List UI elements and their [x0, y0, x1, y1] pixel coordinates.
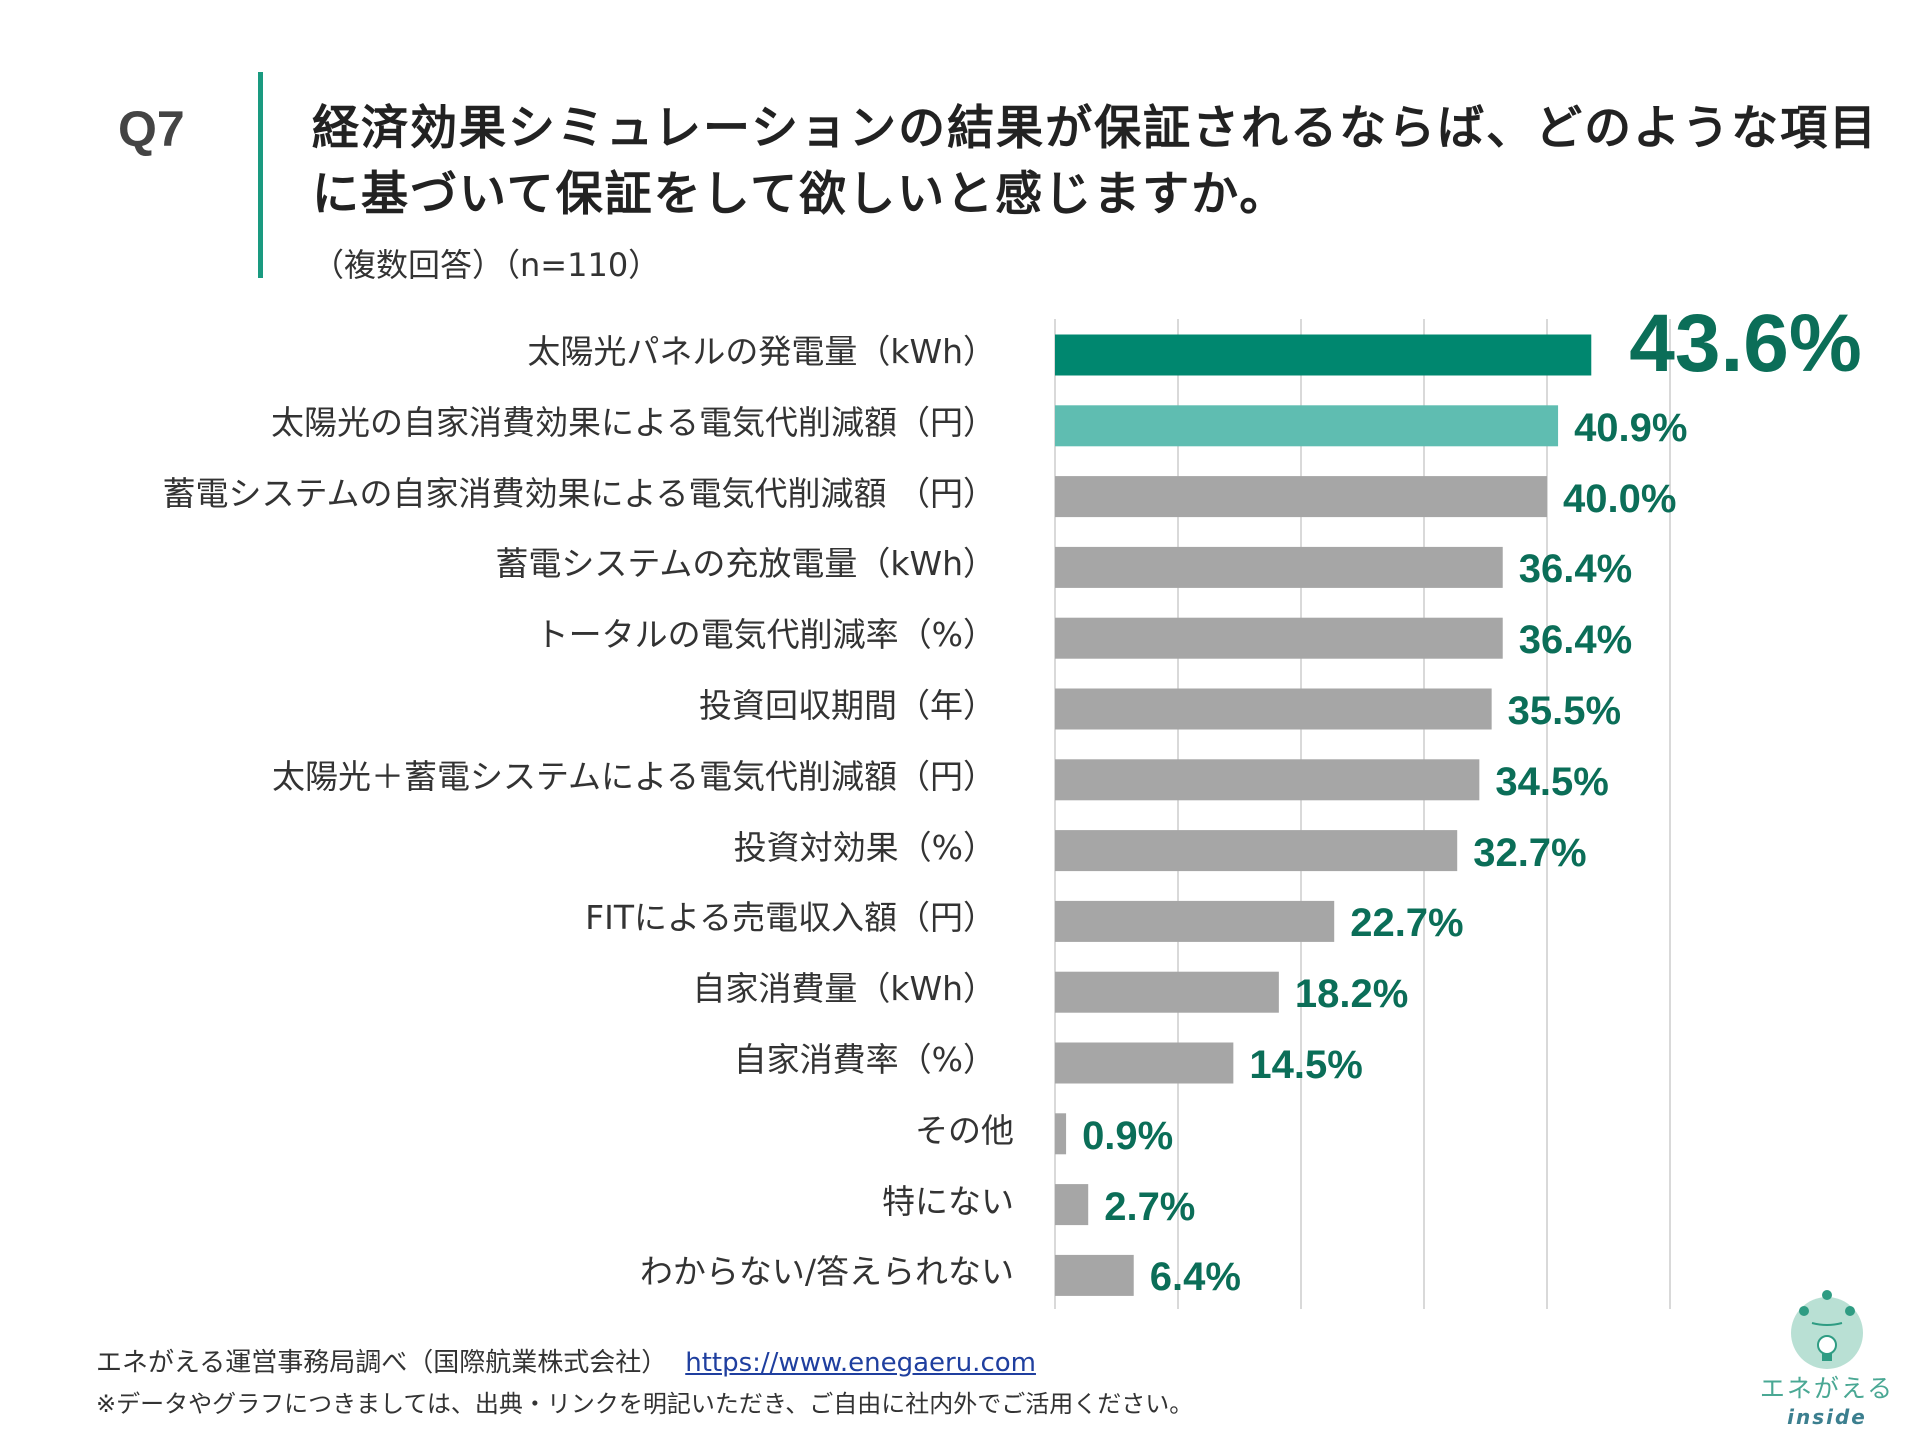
bar	[1055, 1042, 1234, 1084]
value-label: 6.4%	[1149, 1255, 1241, 1300]
bar	[1055, 334, 1592, 376]
bar-chart: 太陽光パネルの発電量（kWh） 43.6% 太陽光の自家消費効果による電気代削減額（…	[162, 298, 1862, 1309]
bar	[1055, 1254, 1134, 1296]
category-label: 蓄電システムの自家消費効果による電気代削減額 （円）	[162, 473, 996, 513]
value-label: 18.2%	[1294, 972, 1409, 1017]
source-link[interactable]: https://www.enegaeru.com	[685, 1348, 1036, 1378]
category-label: 特にない	[882, 1181, 1014, 1221]
usage-note: ※データやグラフにつきましては、出典・リンクを明記いただき、ご自由に社内外でご活…	[96, 1390, 1194, 1418]
bar	[1055, 900, 1335, 942]
bar	[1055, 1113, 1067, 1155]
category-label: その他	[915, 1110, 1014, 1150]
value-label: 2.7%	[1104, 1184, 1196, 1229]
chart-svg	[1054, 319, 1671, 1309]
title-rule	[258, 72, 263, 278]
question-number: Q7	[118, 101, 185, 157]
value-label: 36.4%	[1518, 618, 1633, 663]
value-label: 32.7%	[1473, 830, 1587, 875]
value-label: 36.4%	[1518, 547, 1633, 592]
category-label: 投資対効果（%）	[733, 827, 996, 867]
source-line: エネがえる運営事務局調べ（国際航業株式会社） https://www.enegae…	[96, 1342, 1036, 1379]
value-label: 22.7%	[1350, 901, 1464, 946]
category-label: 太陽光＋蓄電システムによる電気代削減額（円）	[271, 756, 996, 796]
subtitle: （複数回答）（n=110）	[312, 246, 661, 284]
value-label: 0.9%	[1082, 1113, 1174, 1158]
enegaeru-logo: エネがえる inside	[1757, 1287, 1897, 1429]
value-label: 40.9%	[1574, 405, 1688, 450]
page-title: 経済効果シミュレーションの結果が保証されるならば、どのような項目に基づいて保証を…	[312, 101, 1879, 222]
bar	[1055, 476, 1547, 518]
frog-bulb-icon	[1791, 1290, 1863, 1369]
bar	[1055, 830, 1458, 872]
category-label: 太陽光の自家消費効果による電気代削減額（円）	[270, 402, 996, 442]
value-label: 35.5%	[1507, 689, 1622, 733]
bar	[1055, 405, 1559, 447]
logo-tag: inside	[1787, 1405, 1867, 1429]
bar	[1055, 971, 1279, 1013]
bar	[1055, 546, 1503, 588]
category-label: 太陽光パネルの発電量（kWh）	[527, 332, 996, 371]
category-label: 自家消費率（%）	[733, 1040, 996, 1079]
bar	[1055, 688, 1492, 730]
category-label: 自家消費量（kWh）	[692, 969, 996, 1009]
logo-name: エネがえる	[1759, 1374, 1895, 1403]
bar	[1055, 759, 1480, 801]
value-label: 40.0%	[1563, 476, 1677, 521]
category-label: トータルの電気代削減率（%）	[535, 615, 996, 655]
bar	[1055, 617, 1503, 659]
value-label: 43.6%	[1629, 298, 1862, 389]
category-label: 投資回収期間（年）	[699, 686, 996, 725]
bar	[1055, 1184, 1089, 1226]
source-text: エネがえる運営事務局調べ（国際航業株式会社）	[96, 1348, 668, 1378]
category-label: わからない/答えられない	[639, 1252, 1014, 1292]
value-label: 34.5%	[1495, 759, 1609, 804]
category-label: 蓄電システムの充放電量（kWh）	[495, 544, 996, 584]
category-label: FITによる売電収入額（円）	[585, 898, 996, 938]
value-label: 14.5%	[1249, 1043, 1363, 1087]
